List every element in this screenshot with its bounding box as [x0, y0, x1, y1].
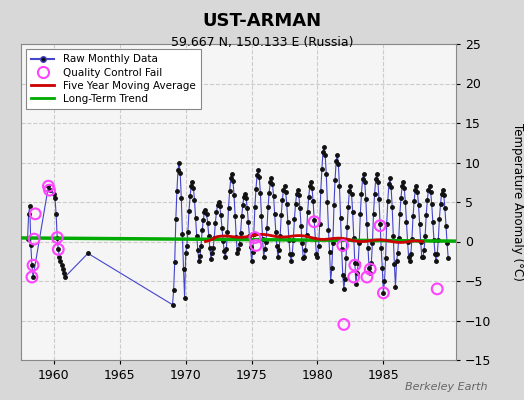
Point	[363, 274, 371, 280]
Point	[30, 236, 38, 242]
Point	[28, 274, 36, 280]
Point	[366, 266, 375, 272]
Point	[252, 242, 260, 249]
Text: Berkeley Earth: Berkeley Earth	[405, 382, 487, 392]
Point	[44, 183, 52, 189]
Y-axis label: Temperature Anomaly (°C): Temperature Anomaly (°C)	[511, 123, 523, 281]
Legend: Raw Monthly Data, Quality Control Fail, Five Year Moving Average, Long-Term Tren: Raw Monthly Data, Quality Control Fail, …	[26, 49, 201, 109]
Point	[379, 290, 388, 296]
Point	[351, 262, 359, 268]
Point	[29, 262, 37, 268]
Point	[339, 242, 347, 249]
Point	[46, 187, 54, 193]
Point	[433, 286, 441, 292]
Text: UST-ARMAN: UST-ARMAN	[202, 12, 322, 30]
Point	[350, 274, 358, 280]
Point	[31, 211, 39, 217]
Point	[376, 222, 384, 229]
Point	[310, 218, 319, 225]
Point	[250, 234, 259, 241]
Point	[54, 246, 62, 253]
Text: 59.667 N, 150.133 E (Russia): 59.667 N, 150.133 E (Russia)	[171, 36, 353, 49]
Point	[340, 321, 348, 328]
Point	[53, 234, 61, 241]
